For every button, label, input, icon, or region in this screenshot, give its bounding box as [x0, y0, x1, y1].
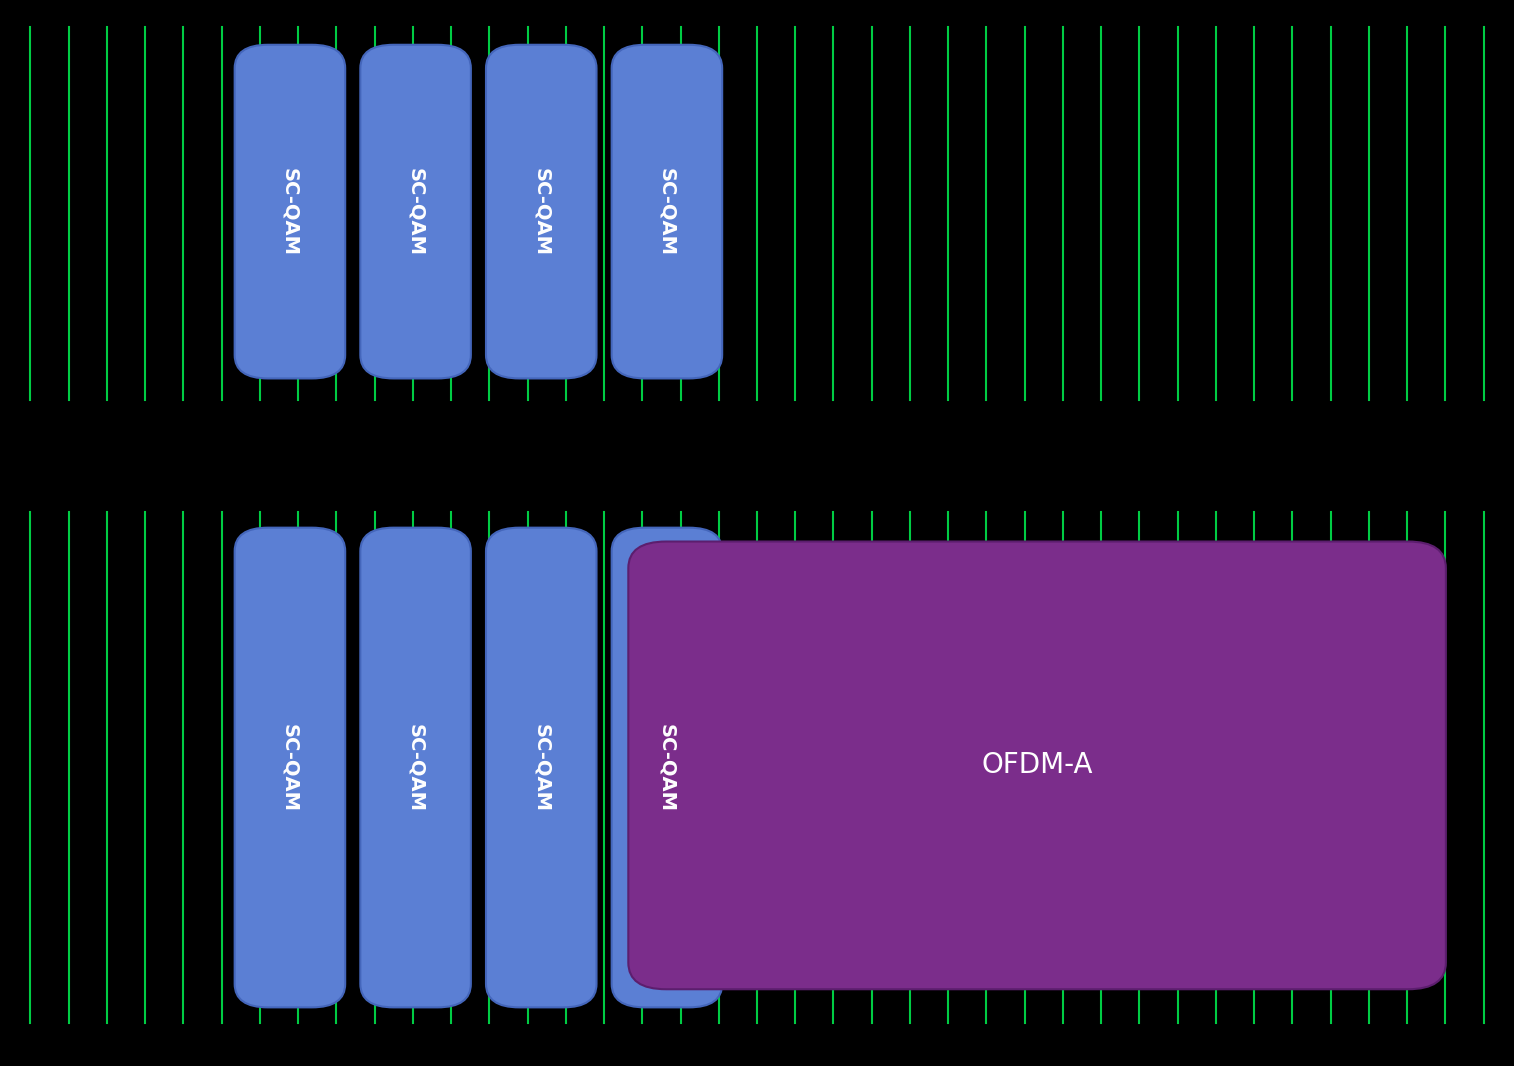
Text: SC-QAM: SC-QAM	[657, 724, 677, 811]
Text: SC-QAM: SC-QAM	[531, 167, 551, 256]
Text: SC-QAM: SC-QAM	[406, 724, 425, 811]
FancyBboxPatch shape	[235, 528, 345, 1007]
FancyBboxPatch shape	[360, 528, 471, 1007]
Text: OFDM-A: OFDM-A	[981, 752, 1093, 779]
Text: SC-QAM: SC-QAM	[531, 724, 551, 811]
Text: SC-QAM: SC-QAM	[657, 167, 677, 256]
Text: SC-QAM: SC-QAM	[280, 167, 300, 256]
FancyBboxPatch shape	[486, 528, 597, 1007]
FancyBboxPatch shape	[628, 542, 1446, 989]
FancyBboxPatch shape	[486, 45, 597, 378]
FancyBboxPatch shape	[360, 45, 471, 378]
FancyBboxPatch shape	[612, 45, 722, 378]
Text: SC-QAM: SC-QAM	[406, 167, 425, 256]
Text: SC-QAM: SC-QAM	[280, 724, 300, 811]
FancyBboxPatch shape	[235, 45, 345, 378]
FancyBboxPatch shape	[612, 528, 722, 1007]
